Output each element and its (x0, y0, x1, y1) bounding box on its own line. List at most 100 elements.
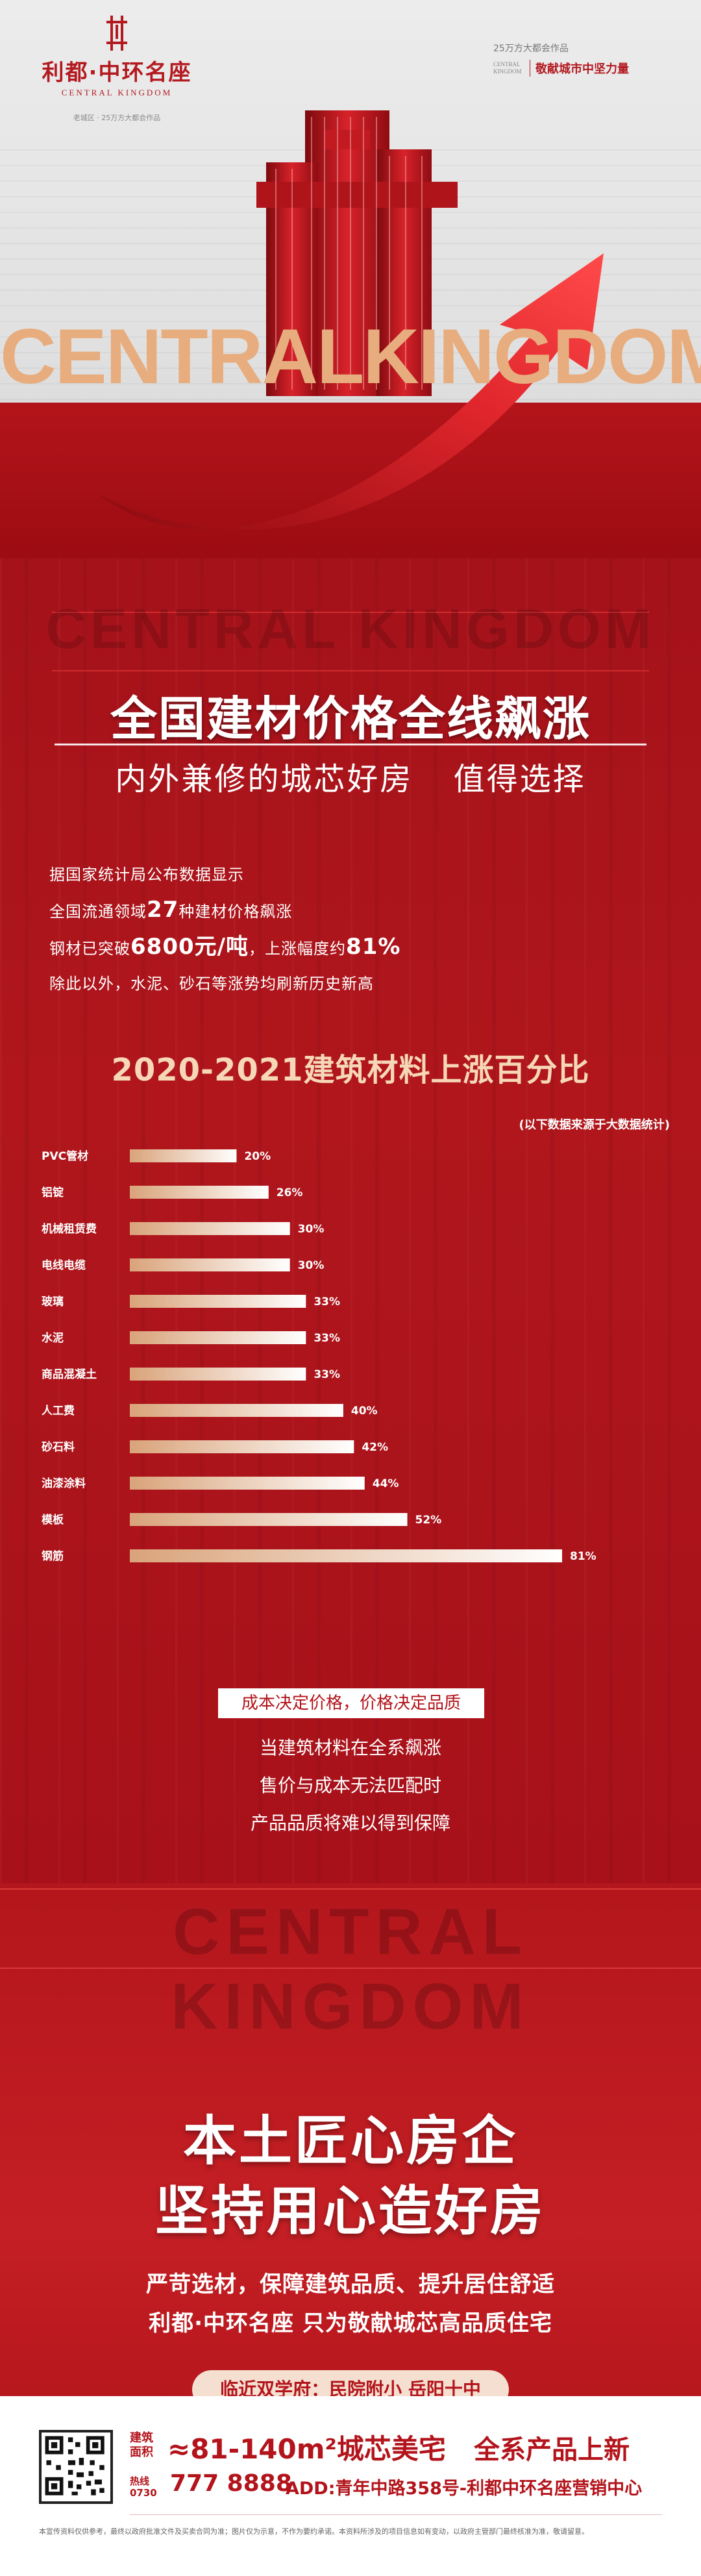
legal-disclaimer: 本宣传资料仅供参考，最终以政府批准文件及买卖合同为准；图片仅为示意，不作为要约承… (39, 2527, 589, 2536)
slogan-main: 敬献城市中坚力量 (530, 60, 629, 77)
brand-block: 利都·中环名座 CENTRAL KINGDOM 老城区 · 25万方大都会作品 (19, 13, 214, 123)
bar-chart: PVC管材 20% 铝锭 26% 机械租赁费 30% 电线电缆 30% 玻璃 33% 水泥 33% 商品… (42, 1149, 596, 1563)
bar (130, 1149, 237, 1162)
bar-category-label: PVC管材 (42, 1149, 88, 1163)
bar-category-label: 砂石料 (42, 1440, 75, 1454)
bar-value-label: 26% (277, 1186, 303, 1199)
brand-logo-icon (106, 16, 127, 51)
facts-list: 据国家统计局公布数据显示 全国流通领域27种建材价格飙涨 钢材已突破6800元/… (49, 857, 633, 1001)
slogan-small: 25万方大都会作品 (493, 44, 569, 54)
area-label: 建筑 面积 (130, 2431, 153, 2460)
bar-value-label: 40% (351, 1405, 378, 1418)
bar-category-label: 人工费 (42, 1404, 75, 1418)
fact-number: 81% (346, 934, 401, 960)
bar-category-label: 铝锭 (42, 1186, 64, 1199)
bar-category-label: 商品混凝土 (42, 1368, 97, 1381)
bar-value-label: 52% (415, 1514, 442, 1527)
statement-line: 当建筑材料在全系飙涨 (259, 1737, 441, 1758)
statement-line: 售价与成本无法匹配时 (259, 1775, 441, 1796)
fact-line: 全国流通领域27种建材价格飙涨 (49, 892, 633, 929)
brand-title: 利都·中环名座 (42, 60, 192, 86)
bar (130, 1222, 290, 1235)
area-label-line: 面积 (130, 2445, 153, 2459)
area-label-line: 建筑 (130, 2431, 153, 2445)
section-watermark: CENTRAL KINGDOM (171, 1895, 530, 2043)
phone-number[interactable]: 777 8888 (170, 2470, 292, 2497)
bar-value-label: 30% (298, 1259, 325, 1272)
bar-value-label: 42% (362, 1441, 388, 1454)
fact-line: 钢材已突破6800元/吨，上涨幅度约81% (49, 929, 633, 966)
product-launch-text: 全系产品上新 (474, 2435, 630, 2465)
bar-value-label: 33% (314, 1295, 340, 1308)
bar (130, 1440, 354, 1453)
building-graphic (256, 110, 458, 396)
phone-label-line: 热线 (130, 2475, 150, 2487)
bar (130, 1513, 408, 1526)
fact-line: 据国家统计局公布数据显示 (49, 866, 244, 884)
subheadline-part-a: 内外兼修的城芯好房 (115, 761, 413, 797)
section-subheadline: 内外兼修的城芯好房 值得选择 (0, 753, 701, 799)
chart-title: 2020-2021建筑材料上涨百分比 (111, 1052, 590, 1088)
price-section: CENTRAL KINGDOM 全国建材价格全线飙涨 内外兼修的城芯好房 值得选… (0, 558, 701, 1883)
statement-line: 产品品质将难以得到保障 (250, 1812, 450, 1834)
slogan-block: 25万方大都会作品 CENTRAL KINGDOM 敬献城市中坚力量 (493, 42, 688, 77)
phone-label: 热线 0730 (130, 2475, 157, 2499)
hero-illustration (97, 110, 604, 531)
hero-title: CENTRALKINGDOM (0, 313, 701, 400)
bar (130, 1295, 306, 1308)
bar-value-label: 33% (314, 1368, 340, 1381)
slogan-english: CENTRAL KINGDOM (493, 61, 522, 75)
rising-arrow-graphic (97, 253, 604, 531)
address-text: ADD:青年中路358号-利都中环名座营销中心 (286, 2479, 643, 2499)
footer-divider (130, 2514, 662, 2515)
divider (0, 1888, 701, 1890)
bar (130, 1258, 290, 1271)
hero-red-band (0, 403, 701, 558)
bar (130, 1477, 365, 1490)
developer-headline-2: 坚持用心造好房 (154, 2181, 546, 2242)
bar-value-label: 81% (570, 1550, 596, 1563)
bar (130, 1368, 306, 1381)
qr-code-icon[interactable] (39, 2430, 113, 2504)
statement-box: 成本决定价格，价格决定品质 (218, 1688, 484, 1718)
divider (0, 1968, 701, 1969)
developer-headline-1: 本土匠心房企 (182, 2110, 518, 2172)
fact-text: 全国流通领域 (49, 903, 147, 921)
divider (52, 612, 649, 613)
hero-banner: 利都·中环名座 CENTRAL KINGDOM 老城区 · 25万方大都会作品 … (0, 0, 701, 558)
bar-value-label: 30% (298, 1223, 325, 1236)
fact-number: 6800元/吨 (130, 934, 249, 960)
phone-area-code: 0730 (130, 2487, 157, 2499)
bar-category-label: 模板 (42, 1513, 64, 1527)
fact-line: 除此以外，水泥、砂石等涨势均刷新历史新高 (49, 975, 374, 993)
section-headline: 全国建材价格全线飙涨 (110, 692, 591, 746)
footer-contact: 建筑 面积 ≈81-140m²城芯美宅 全系产品上新 热线 0730 777 8… (0, 2396, 701, 2576)
bar-value-label: 44% (373, 1477, 399, 1490)
chart-source-note: (以下数据来源于大数据统计) (519, 1118, 670, 1132)
fact-text: 种建材价格飙涨 (178, 903, 293, 921)
developer-body-1: 严苛选材，保障建筑品质、提升居住舒适 (146, 2271, 555, 2297)
bar-category-label: 机械租赁费 (42, 1222, 97, 1236)
brand-subtitle: 老城区 · 25万方大都会作品 (73, 114, 161, 122)
fact-number: 27 (147, 897, 179, 923)
bar-value-label: 20% (244, 1150, 271, 1163)
fact-text: 钢材已突破 (49, 940, 130, 958)
section-watermark: CENTRAL KINGDOM (45, 598, 656, 660)
bar-category-label: 玻璃 (42, 1295, 64, 1308)
headline-underline (55, 744, 646, 745)
bar (130, 1549, 562, 1562)
section-stripes (0, 558, 701, 1883)
bar-category-label: 油漆涂料 (42, 1477, 86, 1490)
bar (130, 1404, 343, 1417)
bar (130, 1186, 269, 1199)
developer-body-2: 利都·中环名座 只为敬献城芯高品质住宅 (149, 2310, 552, 2336)
area-range: ≈81-140m²城芯美宅 (167, 2433, 446, 2465)
subheadline-part-b: 值得选择 (453, 761, 586, 797)
bar (130, 1331, 306, 1344)
bar-category-label: 钢筋 (42, 1549, 64, 1563)
brand-english-name: CENTRAL KINGDOM (61, 88, 173, 97)
divider (52, 670, 649, 671)
bar-value-label: 33% (314, 1332, 340, 1345)
bar-category-label: 电线电缆 (42, 1258, 86, 1272)
bar-category-label: 水泥 (42, 1331, 64, 1345)
